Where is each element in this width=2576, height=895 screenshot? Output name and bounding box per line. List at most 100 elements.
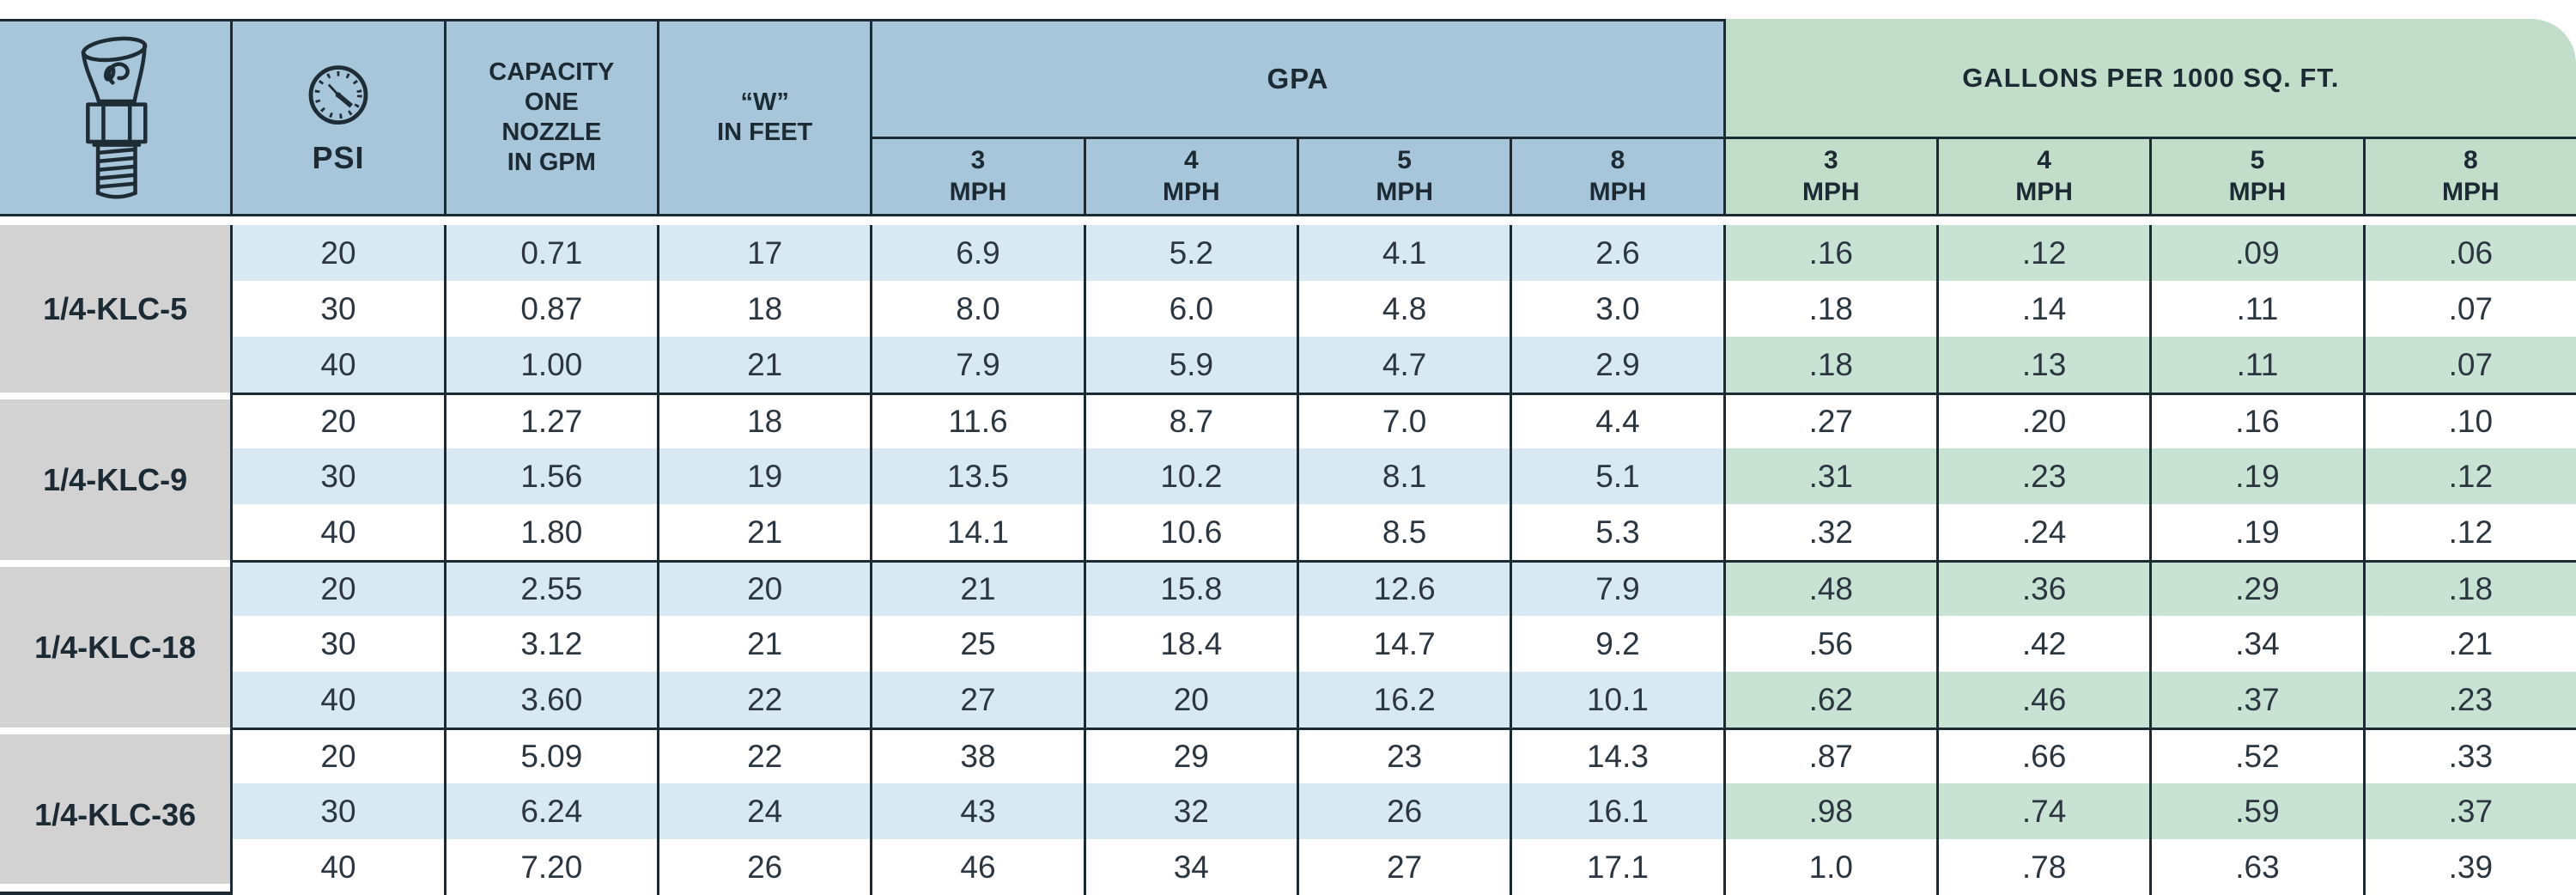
gpa-value-cell: 15.8 [1083, 560, 1297, 616]
gpa-value-cell: 29 [1083, 728, 1297, 783]
gallons-value-cell: .18 [1722, 337, 1936, 393]
gallons-value-cell: .06 [2362, 225, 2576, 281]
gpa-value-cell: 10.6 [1083, 504, 1297, 560]
gpa-value-cell: 4.4 [1510, 393, 1723, 448]
gpa-value-cell: 14.7 [1296, 616, 1510, 672]
psi-value-cell: 40 [230, 672, 444, 728]
pressure-gauge-icon [301, 59, 376, 135]
gallons-value-cell: .16 [1722, 225, 1936, 281]
gpa-value-cell: 7.9 [870, 337, 1084, 393]
w-value-cell: 22 [657, 728, 871, 783]
gallons-value-cell: .62 [1722, 672, 1936, 728]
nozzle-model-cell: 1/4-KLC-9 [0, 393, 231, 560]
w-value-cell: 17 [657, 225, 871, 281]
w-line: IN FEET [717, 119, 813, 146]
table-row: 30 0.87 18 8.0 6.0 4.8 3.0 .18 .14 .11 .… [0, 281, 2576, 337]
gallons-value-cell: .18 [1722, 281, 1936, 337]
nozzle-spec-table: PSI CAPACITY ONE NOZZLE IN GPM “W” IN FE… [0, 19, 2576, 895]
gallons-value-cell: .56 [1722, 616, 1936, 672]
gallons-value-cell: .32 [1722, 504, 1936, 560]
psi-label: PSI [312, 140, 365, 175]
gallons-value-cell: .09 [2149, 225, 2363, 281]
gpa-value-cell: 3.0 [1510, 281, 1723, 337]
gpa-value-cell: 8.1 [1296, 448, 1510, 504]
gpa-speed-header-4mph: 4 MPH [1083, 139, 1297, 216]
gallons-value-cell: .37 [2149, 672, 2363, 728]
gpm-value-cell: 1.27 [443, 393, 657, 448]
gallons-value-cell: .33 [2362, 728, 2576, 783]
table-row: 30 6.24 24 43 32 26 16.1 .98 .74 .59 .37 [0, 783, 2576, 839]
psi-value-cell: 20 [230, 225, 444, 281]
gallons-speed-header-5mph: 5 MPH [2149, 139, 2363, 216]
gpa-value-cell: 5.9 [1083, 337, 1297, 393]
gpm-value-cell: 1.80 [443, 504, 657, 560]
w-value-cell: 19 [657, 448, 871, 504]
psi-value-cell: 30 [230, 783, 444, 839]
gpa-value-cell: 6.9 [870, 225, 1084, 281]
gallons-value-cell: .87 [1722, 728, 1936, 783]
psi-value-cell: 20 [230, 393, 444, 448]
nozzle-header-cell [0, 19, 231, 216]
gallons-value-cell: .63 [2149, 839, 2363, 895]
capacity-line: ONE [524, 88, 579, 117]
gallons-value-cell: .12 [1935, 225, 2150, 281]
gpa-value-cell: 17.1 [1510, 839, 1723, 895]
gpa-value-cell: 14.3 [1510, 728, 1723, 783]
gallons-value-cell: .12 [2362, 448, 2576, 504]
gpa-value-cell: 18.4 [1083, 616, 1297, 672]
gallons-value-cell: .31 [1722, 448, 1936, 504]
gpa-value-cell: 11.6 [870, 393, 1084, 448]
table-row: 1/4-KLC-9 20 1.27 18 11.6 8.7 7.0 4.4 .2… [0, 393, 2576, 560]
gpa-value-cell: 16.1 [1510, 783, 1723, 839]
gallons-value-cell: .74 [1935, 783, 2150, 839]
psi-value-cell: 20 [230, 560, 444, 616]
table-row: 30 3.12 21 25 18.4 14.7 9.2 .56 .42 .34 … [0, 616, 2576, 672]
w-header-cell: “W” IN FEET [657, 19, 871, 216]
gpm-value-cell: 3.60 [443, 672, 657, 728]
gpa-value-cell: 6.0 [1083, 281, 1297, 337]
gallons-speed-header-4mph: 4 MPH [1935, 139, 2150, 216]
gpa-value-cell: 5.3 [1510, 504, 1723, 560]
w-value-cell: 21 [657, 504, 871, 560]
gallons-value-cell: .37 [2362, 783, 2576, 839]
w-value-cell: 18 [657, 281, 871, 337]
gpa-value-cell: 27 [1296, 839, 1510, 895]
gpa-value-cell: 43 [870, 783, 1084, 839]
gallons-value-cell: .52 [2149, 728, 2363, 783]
header-body-gap [0, 216, 2576, 225]
gallons-value-cell: .16 [2149, 393, 2363, 448]
gallons-value-cell: .19 [2149, 504, 2363, 560]
gallons-value-cell: .59 [2149, 783, 2363, 839]
gpa-value-cell: 13.5 [870, 448, 1084, 504]
gpm-value-cell: 0.71 [443, 225, 657, 281]
gpa-value-cell: 9.2 [1510, 616, 1723, 672]
gpa-value-cell: 4.1 [1296, 225, 1510, 281]
gallons-value-cell: 1.0 [1722, 839, 1936, 895]
table-row: 40 7.20 26 46 34 27 17.1 1.0 .78 .63 .39 [0, 839, 2576, 895]
gallons-value-cell: .24 [1935, 504, 2150, 560]
capacity-line: CAPACITY [489, 58, 615, 87]
gallons-value-cell: .14 [1935, 281, 2150, 337]
gpa-value-cell: 2.9 [1510, 337, 1723, 393]
gpa-value-cell: 34 [1083, 839, 1297, 895]
nozzle-model-cell: 1/4-KLC-36 [0, 728, 231, 895]
psi-value-cell: 30 [230, 616, 444, 672]
gallons-value-cell: .10 [2362, 393, 2576, 448]
gallons-value-cell: .23 [1935, 448, 2150, 504]
gpm-value-cell: 0.87 [443, 281, 657, 337]
w-line: “W” [740, 88, 789, 117]
gpa-value-cell: 38 [870, 728, 1084, 783]
gpa-value-cell: 27 [870, 672, 1084, 728]
gallons-value-cell: .39 [2362, 839, 2576, 895]
gpa-value-cell: 5.2 [1083, 225, 1297, 281]
gallons-value-cell: .27 [1722, 393, 1936, 448]
gpa-value-cell: 16.2 [1296, 672, 1510, 728]
gallons-value-cell: .48 [1722, 560, 1936, 616]
psi-value-cell: 20 [230, 728, 444, 783]
gallons-value-cell: .78 [1935, 839, 2150, 895]
gallons-speed-header-8mph: 8 MPH [2362, 139, 2576, 216]
psi-value-cell: 40 [230, 504, 444, 560]
gallons-value-cell: .46 [1935, 672, 2150, 728]
gpa-value-cell: 5.1 [1510, 448, 1723, 504]
table-row: 40 1.80 21 14.1 10.6 8.5 5.3 .32 .24 .19… [0, 504, 2576, 560]
